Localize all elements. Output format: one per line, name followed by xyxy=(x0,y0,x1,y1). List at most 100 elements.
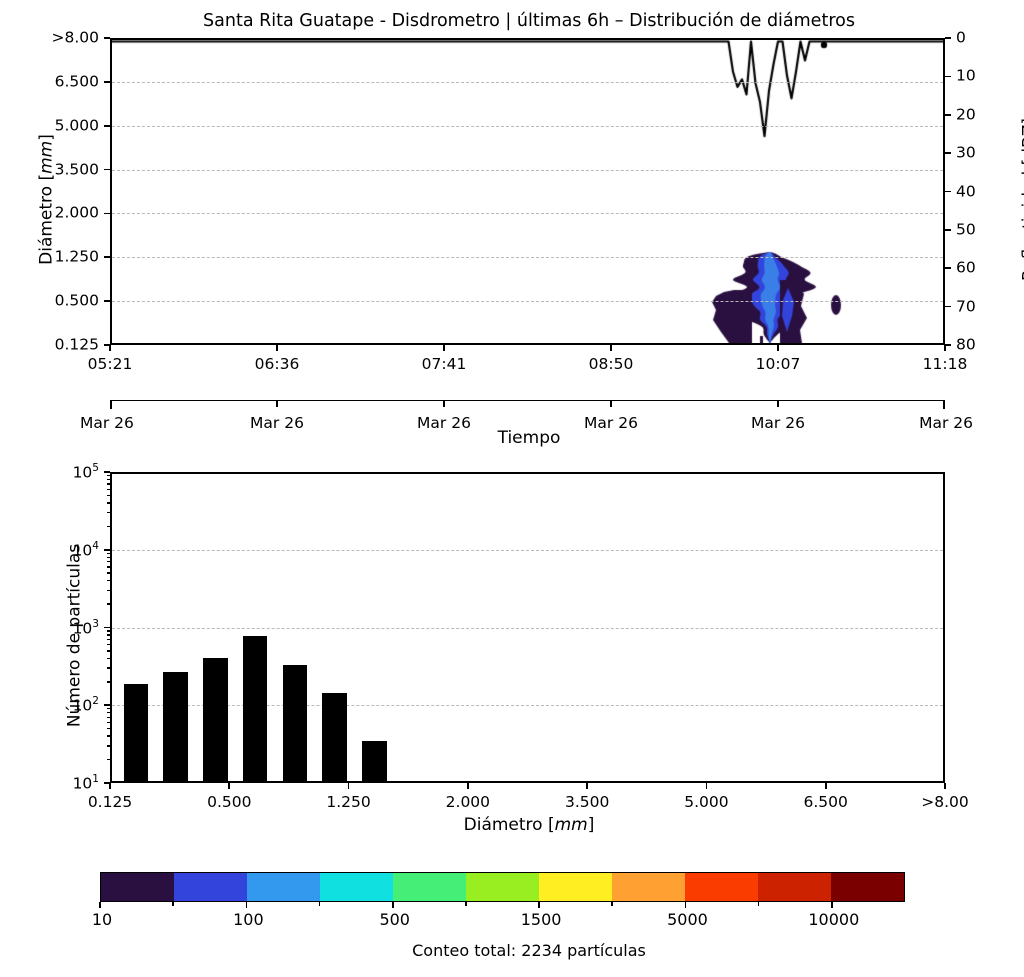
histogram-bar xyxy=(123,683,149,783)
hist-ytick-minor xyxy=(106,758,110,761)
top-ytick xyxy=(104,37,110,39)
colorbar-segment xyxy=(612,873,685,901)
colorbar-tick-minor xyxy=(318,902,321,906)
colorbar-segment xyxy=(466,873,539,901)
hist-xtick-label: 6.500 xyxy=(803,793,848,811)
top-xtick xyxy=(777,345,779,351)
hist-xtick xyxy=(705,783,708,789)
hist-xtick xyxy=(228,783,231,789)
hist-gridline xyxy=(112,705,943,707)
top-xtick xyxy=(944,345,946,351)
histogram-bar xyxy=(322,692,347,783)
hist-ytick-label: 104 xyxy=(72,539,99,560)
top-xtick-label: 06:36 xyxy=(254,355,300,373)
top-xtick-label: 07:41 xyxy=(421,355,467,373)
top-right-ytick xyxy=(945,113,951,116)
top-ylabel-close: ] xyxy=(36,134,57,141)
colorbar-tick xyxy=(684,902,687,908)
histogram-xlabel: Diámetro [mm] xyxy=(464,817,595,834)
top-right-ytick-label: 20 xyxy=(956,105,976,123)
hist-ytick xyxy=(104,626,110,629)
date-spine-tick xyxy=(610,400,612,407)
hist-ytick-minor xyxy=(106,494,110,497)
date-spine xyxy=(110,400,945,401)
colorbar-tick-label: 10000 xyxy=(808,910,860,929)
top-right-ytick-label: 70 xyxy=(956,296,976,315)
colorbar-tick-label: 500 xyxy=(379,910,410,929)
top-gridline xyxy=(112,213,943,215)
top-ytick xyxy=(104,124,110,127)
top-right-ytick xyxy=(945,344,951,346)
top-right-ytick xyxy=(945,37,951,39)
hist-ytick-minor xyxy=(106,650,110,652)
top-panel-axes xyxy=(110,38,945,345)
histogram-xlabel-close: ] xyxy=(587,815,595,835)
hist-ytick-minor xyxy=(106,708,110,710)
colorbar-tick-label: 100 xyxy=(233,910,264,929)
top-ytick-label: 0.500 xyxy=(54,291,99,310)
colorbar-tick-label: 5000 xyxy=(667,910,708,929)
histogram-bar xyxy=(163,671,188,783)
hist-ytick-minor xyxy=(106,579,110,582)
hist-ytick-minor xyxy=(106,483,110,485)
colorbar-segment xyxy=(685,873,758,901)
top-right-ytick-label: 30 xyxy=(956,143,976,162)
colorbar-tick xyxy=(99,902,101,908)
top-right-ytick xyxy=(945,152,951,154)
colorbar-segment xyxy=(393,873,466,901)
hist-xtick xyxy=(109,783,111,789)
top-xtick-label: 11:18 xyxy=(922,355,968,373)
hist-xtick xyxy=(824,783,827,789)
hist-ytick-minor xyxy=(106,589,110,592)
top-ytick xyxy=(104,212,110,215)
hist-ytick-minor xyxy=(106,644,110,646)
hist-ytick-minor xyxy=(106,511,110,514)
top-xtick xyxy=(276,345,278,351)
colorbar-tick xyxy=(391,902,394,908)
date-spine-tick xyxy=(276,400,278,407)
top-xlabel: Tiempo xyxy=(498,430,561,447)
top-ytick-label: 0.125 xyxy=(54,335,99,354)
top-right-ytick xyxy=(945,267,951,270)
hist-ytick-minor xyxy=(106,716,110,718)
hist-ytick-minor xyxy=(106,681,110,683)
date-label: Mar 26 xyxy=(919,414,973,432)
hist-ytick-label: 101 xyxy=(72,773,99,793)
colorbar-segment xyxy=(831,873,904,901)
top-gridline xyxy=(112,125,943,127)
top-ytick-label: 1.250 xyxy=(54,247,99,266)
top-ytick xyxy=(104,256,110,259)
hist-ytick-minor xyxy=(106,721,110,724)
date-spine-cap-left xyxy=(110,400,112,409)
date-spine-tick xyxy=(443,400,445,407)
hist-xtick-label: 3.500 xyxy=(564,793,610,811)
hist-xtick xyxy=(944,783,946,789)
hist-ytick-minor xyxy=(106,603,110,605)
hist-ytick-minor xyxy=(106,572,110,574)
hist-ytick-minor xyxy=(106,566,110,568)
colorbar-segment xyxy=(174,873,247,901)
histogram-bar xyxy=(282,664,308,783)
histogram-xlabel-text: Diámetro [ xyxy=(463,815,555,835)
top-ytick xyxy=(104,81,110,83)
top-gridline xyxy=(112,81,943,83)
hist-ytick-minor xyxy=(106,502,110,504)
top-ytick xyxy=(104,168,110,171)
hist-ytick-minor xyxy=(106,712,110,714)
colorbar-segment xyxy=(101,873,174,901)
histogram-bar xyxy=(203,658,228,783)
hist-ytick xyxy=(104,471,110,473)
colorbar-caption: Conteo total: 2234 partículas xyxy=(412,941,646,960)
hist-xtick-label: 1.250 xyxy=(326,793,371,811)
hist-ytick-minor xyxy=(106,556,110,558)
top-ylabel-text: Diámetro [ xyxy=(36,173,57,265)
histogram-bar xyxy=(242,635,268,783)
top-ytick-label: 6.500 xyxy=(54,72,99,91)
top-right-ytick xyxy=(945,229,951,231)
colorbar-tick-minor xyxy=(465,902,467,906)
hist-xtick xyxy=(467,783,469,789)
hist-ytick-minor xyxy=(106,561,110,563)
hist-gridline xyxy=(112,549,943,551)
date-spine-tick xyxy=(777,400,779,407)
